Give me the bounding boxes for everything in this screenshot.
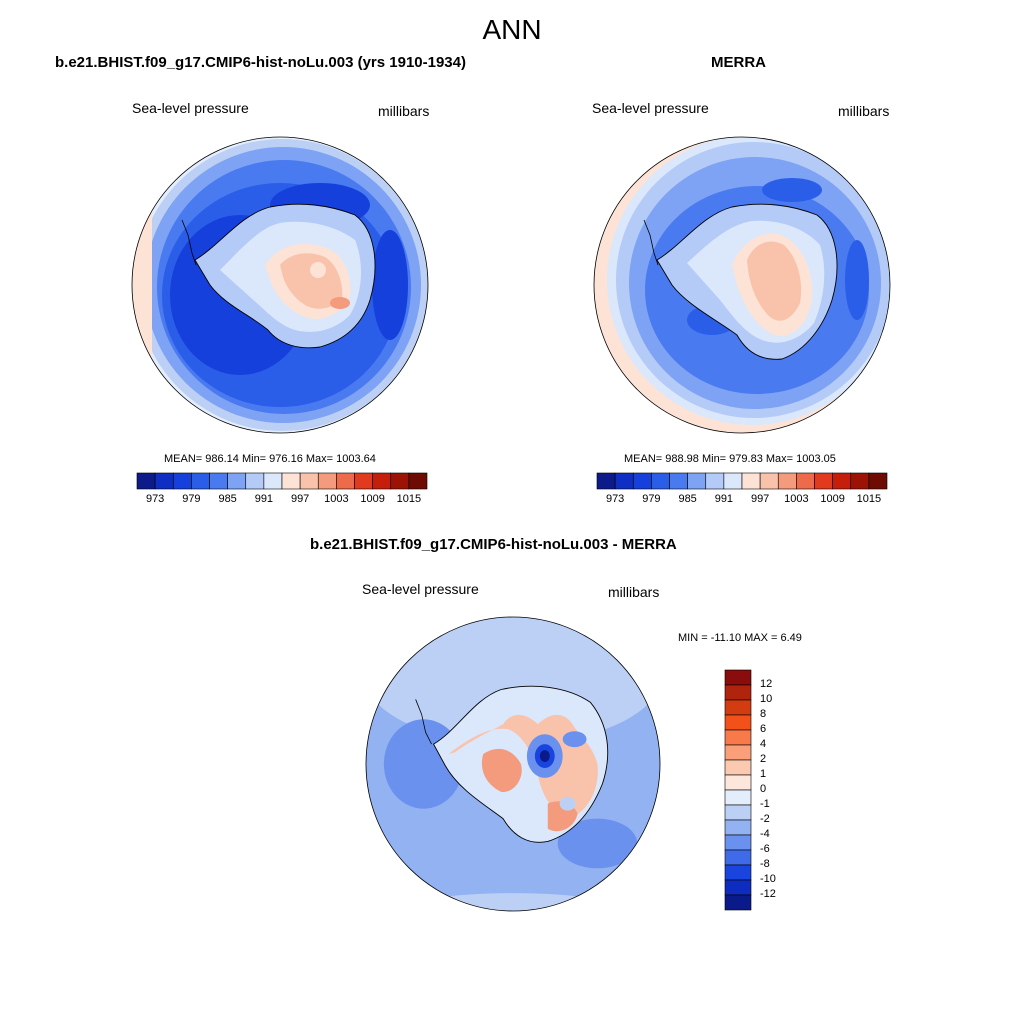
model-panel-title: b.e21.BHIST.f09_g17.CMIP6-hist-noLu.003 … <box>55 54 466 71</box>
obs-colorbar-box <box>741 472 761 490</box>
model-colorbar-box <box>372 472 392 490</box>
diff-colorbar-tick-label: -1 <box>760 798 770 810</box>
obs-colorbar-box <box>596 472 616 490</box>
diff-colorbar-tick-label: 2 <box>760 753 767 765</box>
model-colorbar-box <box>281 472 301 490</box>
obs-colorbar-box <box>814 472 833 490</box>
model-polar-map <box>131 136 429 434</box>
diff-colorbar-box <box>724 774 752 791</box>
diff-colorbar-box <box>724 699 752 716</box>
diff-colorbar-tick-label: -6 <box>760 843 770 855</box>
obs-colorbar-box <box>651 472 670 490</box>
obs-colorbar-box <box>669 472 688 490</box>
model-colorbar-box <box>209 472 228 490</box>
diff-variable-label: Sea-level pressure <box>362 581 479 597</box>
obs-colorbar-box <box>687 472 707 490</box>
obs-units-label: millibars <box>838 103 890 119</box>
obs-colorbar-tick-label: 1003 <box>784 493 809 505</box>
obs-colorbar-box <box>832 472 852 490</box>
obs-colorbar-tick-label: 997 <box>750 493 770 505</box>
diff-panel-title: b.e21.BHIST.f09_g17.CMIP6-hist-noLu.003 … <box>310 536 677 553</box>
model-colorbar-box <box>227 472 247 490</box>
diff-colorbar-tick-label: 0 <box>760 783 767 795</box>
obs-colorbar-box <box>759 472 779 490</box>
model-colorbar-box <box>263 472 283 490</box>
diff-colorbar-tick-label: -8 <box>760 858 770 870</box>
obs-panel-title: MERRA <box>711 54 766 71</box>
obs-colorbar-tick-label: 1015 <box>856 493 882 505</box>
model-colorbar-tick-label: 991 <box>254 493 274 505</box>
diff-colorbar-box <box>724 849 752 866</box>
model-colorbar-tick-label: 979 <box>182 493 201 505</box>
model-stats-label: MEAN= 986.14 Min= 976.16 Max= 1003.64 <box>164 453 376 465</box>
diff-colorbar-box <box>724 669 752 686</box>
model-colorbar-tick-label: 997 <box>290 493 310 505</box>
diff-colorbar-box <box>724 864 752 881</box>
diff-colorbar-box <box>724 744 752 761</box>
obs-variable-label: Sea-level pressure <box>592 100 709 116</box>
obs-colorbar-tick-label: 991 <box>714 493 734 505</box>
model-colorbar-tick-label: 1003 <box>324 493 349 505</box>
diff-colorbar-tick-label: 4 <box>760 738 767 750</box>
diff-colorbar-box <box>724 759 752 776</box>
model-colorbar-tick-label: 973 <box>145 493 165 505</box>
model-colorbar-tick-label: 1015 <box>396 493 422 505</box>
diff-colorbar-tick-label: 12 <box>760 678 773 690</box>
obs-colorbar-tick-label: 979 <box>642 493 661 505</box>
model-colorbar-box <box>390 472 410 490</box>
diff-units-label: millibars <box>608 584 660 600</box>
diff-colorbar-tick-label: -10 <box>760 873 776 885</box>
model-variable-label: Sea-level pressure <box>132 100 249 116</box>
model-colorbar-box <box>154 472 174 490</box>
obs-colorbar-tick-label: 1009 <box>820 493 845 505</box>
diff-colorbar-box <box>724 819 752 836</box>
model-colorbar-box <box>172 472 192 490</box>
diff-colorbar-tick-label: -4 <box>760 828 770 840</box>
diff-colorbar-tick-label: 6 <box>760 723 767 735</box>
obs-colorbar-box <box>632 472 652 490</box>
obs-colorbar-box <box>850 472 870 490</box>
model-colorbar-box <box>336 472 355 490</box>
obs-colorbar-box <box>868 472 888 490</box>
obs-colorbar-box <box>614 472 634 490</box>
diff-stats-label: MIN = -11.10 MAX = 6.49 <box>678 632 802 644</box>
diff-colorbar-tick-label: 1 <box>760 768 767 780</box>
obs-colorbar-box <box>705 472 725 490</box>
diff-polar-map <box>365 616 661 912</box>
model-colorbar-box <box>245 472 265 490</box>
model-colorbar-box <box>354 472 373 490</box>
model-units-label: millibars <box>378 103 430 119</box>
obs-colorbar-box <box>796 472 815 490</box>
diff-colorbar-box <box>724 789 752 806</box>
model-colorbar-box <box>317 472 337 490</box>
diff-colorbar-tick-label: -12 <box>760 888 776 900</box>
diff-colorbar-box <box>724 879 752 896</box>
diff-colorbar-tick-label: 8 <box>760 708 767 720</box>
diff-colorbar-box <box>724 714 752 731</box>
obs-colorbar-tick-label: 973 <box>605 493 625 505</box>
obs-colorbar-box <box>723 472 743 490</box>
model-colorbar-tick-label: 985 <box>218 493 237 505</box>
diff-colorbar <box>724 669 752 911</box>
diff-colorbar-tick-label: 10 <box>760 693 773 705</box>
model-colorbar-box <box>408 472 428 490</box>
model-colorbar <box>136 472 428 490</box>
model-colorbar-box <box>191 472 210 490</box>
diff-colorbar-box <box>724 804 752 821</box>
obs-colorbar-tick-label: 985 <box>678 493 697 505</box>
obs-polar-map <box>593 136 891 434</box>
obs-colorbar-box <box>777 472 797 490</box>
obs-stats-label: MEAN= 988.98 Min= 979.83 Max= 1003.05 <box>624 453 836 465</box>
model-colorbar-box <box>299 472 319 490</box>
diff-colorbar-box <box>724 894 752 911</box>
obs-colorbar <box>596 472 888 490</box>
figure-title: ANN <box>482 14 542 45</box>
diff-colorbar-box <box>724 684 752 701</box>
diff-colorbar-box <box>724 834 752 851</box>
model-colorbar-box <box>136 472 156 490</box>
model-colorbar-tick-label: 1009 <box>360 493 385 505</box>
diff-colorbar-box <box>724 729 752 746</box>
diff-colorbar-tick-label: -2 <box>760 813 770 825</box>
